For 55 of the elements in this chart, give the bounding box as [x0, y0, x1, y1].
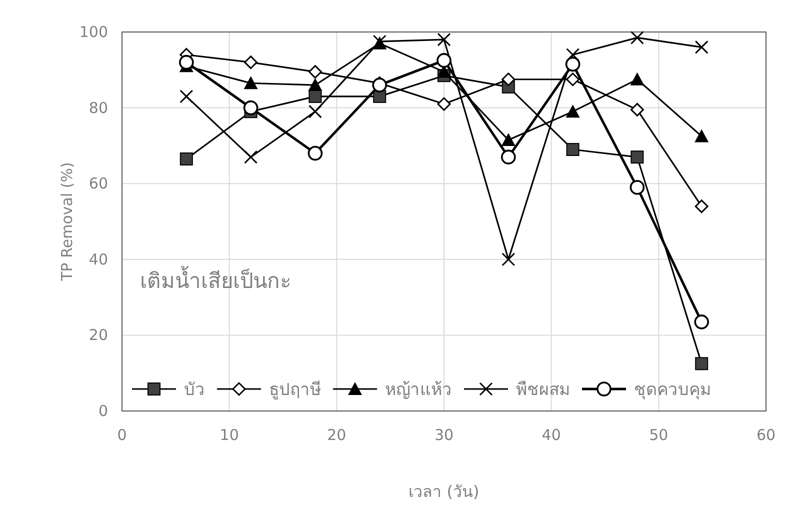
point — [308, 104, 322, 118]
point — [566, 142, 580, 156]
point — [308, 90, 322, 103]
point — [308, 65, 322, 79]
point — [243, 100, 258, 116]
point — [630, 72, 644, 86]
y-tick-label: 40 — [88, 250, 108, 268]
x-axis-title: เวลา (วัน) — [408, 482, 480, 501]
legend-label: บัว — [184, 380, 205, 400]
point — [179, 54, 194, 70]
point — [244, 56, 258, 70]
y-axis-title: TP Removal (%) — [58, 162, 76, 282]
x-tick-label: 50 — [649, 426, 668, 444]
point — [437, 32, 451, 46]
x-tick-label: 10 — [220, 426, 239, 444]
x-tick-label: 20 — [327, 426, 346, 444]
point — [180, 90, 194, 104]
point — [695, 357, 708, 370]
x-tick-label: 40 — [542, 426, 561, 444]
point — [630, 102, 644, 116]
legend-label: พืชผสม — [516, 380, 570, 400]
point — [437, 97, 451, 111]
y-tick-label: 60 — [88, 174, 108, 193]
y-tick-label: 80 — [88, 98, 108, 117]
point — [694, 40, 708, 54]
point — [502, 252, 516, 266]
point — [244, 76, 258, 90]
point — [308, 78, 322, 92]
point — [630, 180, 645, 195]
point — [308, 146, 323, 161]
point — [630, 30, 644, 44]
point — [244, 150, 258, 164]
point — [566, 104, 580, 118]
annotation: เติมน้ำเสียเป็นกะ — [140, 266, 291, 293]
point — [180, 152, 193, 166]
point — [501, 150, 516, 164]
legend-label: ชุดควบคุม — [634, 380, 711, 400]
point — [565, 56, 580, 72]
point — [502, 72, 516, 86]
x-tick-label: 60 — [756, 426, 776, 444]
point — [566, 48, 580, 62]
point — [436, 53, 452, 68]
point — [566, 72, 580, 86]
y-tick-label: 20 — [88, 326, 108, 344]
point — [630, 150, 644, 164]
point — [694, 314, 709, 330]
legend-label: หญ้าแห้ว — [385, 380, 452, 400]
y-tick-label: 0 — [98, 402, 108, 420]
legend-label: ธูปฤาษี — [269, 380, 321, 400]
point — [694, 200, 708, 214]
x-tick-label: 30 — [434, 426, 454, 444]
y-tick-label: 100 — [79, 23, 108, 41]
point — [694, 129, 709, 142]
x-tick-label: 0 — [117, 426, 127, 444]
point — [501, 133, 516, 146]
